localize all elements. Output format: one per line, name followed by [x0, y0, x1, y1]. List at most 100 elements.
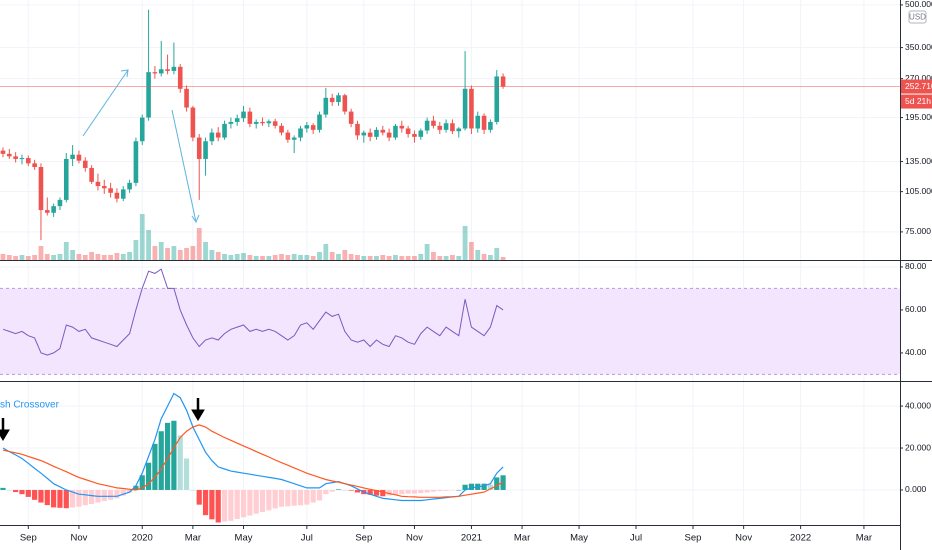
- candle-body: [44, 210, 50, 213]
- histogram-bar: [449, 489, 456, 491]
- histogram-bar: [329, 489, 335, 492]
- candle-body: [342, 95, 348, 112]
- histogram-bar: [38, 489, 44, 503]
- histogram-bar: [316, 489, 323, 501]
- volume-bar: [475, 250, 481, 260]
- trend-arrows: [82, 69, 200, 224]
- candle-body: [209, 132, 215, 142]
- volume-bar: [38, 246, 44, 260]
- candle-body: [437, 125, 443, 130]
- candle-body: [234, 118, 240, 122]
- macd-line: [2, 392, 504, 502]
- volume-bar: [437, 256, 443, 260]
- volume-bar: [57, 254, 63, 260]
- candle-body: [348, 111, 354, 124]
- histogram-bar: [6, 489, 12, 491]
- histogram-bar: [234, 489, 240, 519]
- histogram-bar: [190, 489, 196, 491]
- y-tick-label: 60.00: [905, 304, 927, 314]
- candle-body: [380, 129, 386, 133]
- volume-bar: [367, 256, 373, 260]
- grid: [0, 0, 900, 525]
- volume-bar: [114, 253, 120, 260]
- volume-bar: [450, 255, 455, 260]
- candle-body: [184, 88, 189, 108]
- candle-body: [165, 69, 170, 71]
- volume-bar: [95, 254, 101, 260]
- candle-body: [152, 72, 158, 74]
- candle-body: [317, 114, 322, 130]
- x-tick-label: Sep: [685, 533, 702, 544]
- candle-body: [494, 76, 500, 122]
- volume-bar: [215, 252, 221, 260]
- histogram-bar: [215, 489, 221, 523]
- y-tick-label: 80.00: [905, 261, 927, 271]
- x-tick-label: Sep: [20, 533, 37, 544]
- candle-body: [355, 123, 360, 136]
- histogram-bar: [209, 489, 215, 520]
- volume-bar: [304, 255, 310, 260]
- volume-bar: [310, 256, 316, 260]
- volume-bar: [494, 248, 500, 260]
- histogram-bar: [221, 489, 228, 522]
- candle-body: [82, 160, 88, 168]
- candle-body: [203, 141, 208, 159]
- candle-body: [70, 154, 75, 159]
- volume-bar: [6, 255, 12, 260]
- volume-bar: [323, 244, 329, 260]
- x-tick-label: Mar: [856, 533, 872, 544]
- histogram-bar: [462, 484, 468, 490]
- histogram-bar: [152, 443, 158, 490]
- x-tick-label: May: [235, 533, 253, 544]
- candle-body: [95, 181, 101, 187]
- candle-body: [7, 153, 12, 157]
- histogram-bar: [177, 435, 183, 490]
- candle-body: [374, 129, 379, 137]
- y-tick-label: 105.000: [905, 186, 932, 196]
- volume-bar: [89, 252, 95, 260]
- histogram-bar: [481, 483, 487, 490]
- histogram-bar: [107, 489, 114, 500]
- candle-body: [120, 189, 126, 199]
- histogram-bar: [297, 489, 304, 506]
- histogram-bar: [32, 489, 38, 500]
- volume-bar: [171, 246, 177, 260]
- candle-body: [456, 128, 462, 132]
- volume-bar: [19, 255, 25, 260]
- volume-bar: [101, 255, 107, 260]
- histogram-bar: [424, 489, 430, 493]
- x-tick-label: Jul: [301, 533, 313, 544]
- candle-body: [431, 120, 436, 126]
- volume-bar: [399, 256, 405, 260]
- y-tick-label: 40.00: [905, 347, 927, 357]
- candle-body: [481, 115, 487, 130]
- volume-bar: [298, 255, 303, 260]
- histogram-bar: [437, 489, 443, 492]
- histogram-bar: [51, 489, 57, 508]
- volume-bar: [272, 255, 278, 260]
- candle-body: [279, 125, 284, 133]
- candle-body: [336, 95, 341, 103]
- candle-body: [222, 123, 227, 138]
- arrow-head: [191, 214, 200, 224]
- last-price-label: 252.710: [905, 81, 932, 91]
- histogram-bar: [259, 489, 266, 512]
- candle-body: [0, 150, 6, 154]
- candle-body: [215, 132, 221, 138]
- volume-bar: [317, 252, 322, 260]
- histogram-bar: [240, 489, 247, 518]
- histogram-bar: [310, 489, 316, 503]
- histogram-bar: [443, 489, 449, 491]
- candle-body: [291, 137, 297, 140]
- histogram-bar: [354, 489, 361, 493]
- histogram-bar: [367, 489, 373, 495]
- candle-body: [241, 111, 246, 119]
- volume-bar: [25, 256, 31, 260]
- candle-body: [329, 97, 335, 103]
- histogram-bar: [145, 462, 152, 490]
- histogram-bar: [323, 489, 329, 495]
- x-tick-label: 2022: [790, 533, 811, 544]
- histogram-bar: [380, 489, 386, 497]
- histogram-bar: [133, 485, 139, 490]
- volume-bar: [424, 244, 430, 260]
